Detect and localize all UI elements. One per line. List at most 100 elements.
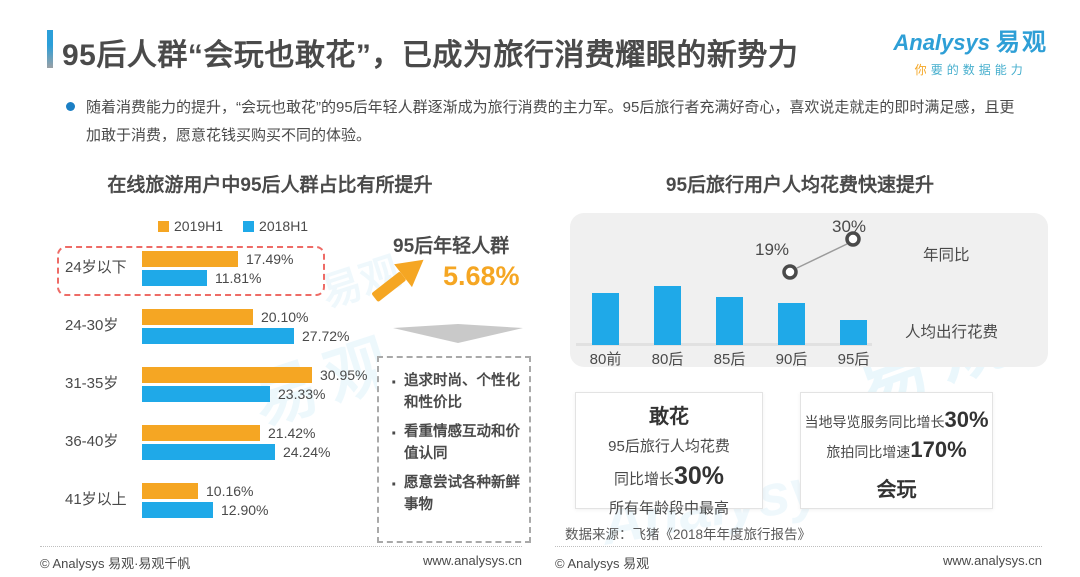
bar-group: 36-40岁 21.42% 24.24% [60, 419, 400, 463]
bar-value-label: 27.72% [302, 328, 350, 344]
legend-swatch-orange [158, 220, 169, 232]
bar-2018H1 [142, 444, 275, 460]
right-chart-title: 95后旅行用户人均花费快速提升 [665, 175, 935, 196]
yoy-point [845, 231, 861, 247]
brand-tagline: 你要的数据能力 [893, 61, 1048, 78]
bar-2019H1 [142, 483, 198, 499]
bar-value-label: 20.10% [261, 309, 309, 325]
title-accent-bar [47, 30, 53, 68]
stat-box-title: 会玩 [876, 479, 917, 501]
x-axis-label: 95后 [837, 351, 870, 368]
brand-logo: Analysys 易观 你要的数据能力 [893, 22, 1048, 78]
bar-80后 [654, 286, 681, 345]
stat-value: 30% [944, 407, 989, 432]
bar-series-label: 人均出行花费 [905, 324, 999, 341]
bar-value-label: 17.49% [246, 251, 294, 267]
footer-left: © Analysys 易观·易观千帆 www.analysys.cn [40, 546, 522, 576]
x-axis-label: 80后 [651, 351, 684, 368]
footer-copyright: © Analysys 易观·易观千帆 [40, 556, 191, 571]
x-axis-label: 80前 [589, 351, 622, 368]
legend-label: 2019H1 [174, 218, 224, 234]
bar-85后 [716, 297, 743, 345]
middle-group-label: 95后年轻人群 [393, 236, 510, 257]
bar-value-label: 12.90% [221, 502, 269, 518]
bar-category-label: 41岁以上 [65, 491, 127, 508]
footer-copyright: © Analysys 易观 [555, 556, 650, 571]
bar-95后 [840, 320, 867, 345]
bar-category-label: 24岁以下 [65, 259, 127, 276]
trait-item: 追求时尚、个性化和性价比 [387, 368, 521, 415]
stat-line: 95后旅行人均花费 [608, 438, 730, 455]
brand-logo-cn: 易观 [996, 29, 1048, 56]
legend-swatch-blue [243, 220, 255, 232]
middle-growth-value: 5.68% [443, 261, 520, 291]
trait-item: 看重情感互动和价值认同 [387, 419, 521, 466]
stat-box-ganhua: 敢花 95后旅行人均花费 同比增长30% 所有年龄段中最高 [575, 392, 763, 517]
bullet-dot-icon [66, 102, 75, 111]
stat-text: 旅拍同比增速 [826, 444, 911, 460]
bar-value-label: 10.16% [206, 483, 254, 499]
stat-box-title: 敢花 [649, 406, 689, 428]
stat-line: 当地导览服务同比增长30% [801, 407, 992, 433]
left-chart-legend: 2019H1 2018H1 [158, 218, 308, 234]
data-source: 数据来源：飞猪《2018年年度旅行报告》 [565, 527, 812, 542]
bar-line: 30.95% [142, 367, 367, 383]
down-chevron-icon [393, 324, 523, 343]
bar-90后 [778, 303, 805, 345]
bar-2018H1 [142, 270, 207, 286]
stat-line: 旅拍同比增速170% [801, 437, 992, 463]
bar-value-label: 23.33% [278, 386, 326, 402]
right-chart-panel: 19% 30% 年同比 人均出行花费 80前 80后 85后 90后 95后 [570, 213, 1048, 368]
bar-line: 21.42% [142, 425, 315, 441]
bar-category-label: 31-35岁 [65, 375, 119, 392]
bar-category-label: 36-40岁 [65, 433, 119, 450]
bar-line: 10.16% [142, 483, 253, 499]
bar-line: 11.81% [142, 270, 261, 286]
brand-tagline-first: 你 [914, 63, 931, 77]
stat-value: 170% [910, 437, 967, 462]
intro-text: 随着消费能力的提升，“会玩也敢花”的95后年轻人群逐渐成为旅行消费的主力军。95… [86, 99, 1015, 144]
page-title: 95后人群“会玩也敢花”，已成为旅行消费耀眼的新势力 [62, 39, 799, 72]
bar-line: 12.90% [142, 502, 268, 518]
bar-value-label: 21.42% [268, 425, 316, 441]
legend-label: 2018H1 [259, 218, 309, 234]
stat-line: 同比增长30% [576, 462, 762, 491]
stat-value: 30% [673, 462, 725, 490]
bar-2018H1 [142, 386, 270, 402]
bar-line: 17.49% [142, 251, 293, 267]
bar-line: 27.72% [142, 328, 349, 344]
bar-group: 24岁以下 17.49% 11.81% [60, 245, 400, 289]
bar-category-label: 24-30岁 [65, 317, 119, 334]
x-axis-label: 90后 [775, 351, 808, 368]
yoy-value-label: 19% [755, 240, 790, 259]
legend-item-2019h1: 2019H1 [158, 218, 223, 234]
highlight-dashed-box [57, 246, 325, 296]
bar-2018H1 [142, 328, 294, 344]
brand-tagline-rest: 要的数据能力 [930, 63, 1027, 77]
bar-group: 24-30岁 20.10% 27.72% [60, 303, 400, 347]
stat-line: 所有年龄段中最高 [608, 500, 729, 517]
bar-value-label: 24.24% [283, 444, 331, 460]
bar-2019H1 [142, 251, 238, 267]
yoy-value-label: 30% [832, 217, 867, 236]
bar-group: 31-35岁 30.95% 23.33% [60, 361, 400, 405]
bar-line: 23.33% [142, 386, 325, 402]
bar-2019H1 [142, 425, 260, 441]
bar-value-label: 11.81% [215, 270, 262, 286]
yoy-point [782, 264, 798, 280]
traits-box: 追求时尚、个性化和性价比 看重情感互动和价值认同 愿意尝试各种新鲜事物 [377, 356, 531, 543]
yoy-series-label: 年同比 [923, 247, 970, 264]
yoy-line [782, 231, 861, 280]
stat-box-huiwan: 当地导览服务同比增长30% 旅拍同比增速170% 会玩 [800, 392, 993, 509]
stat-text: 同比增长 [613, 471, 674, 488]
bar-value-label: 30.95% [320, 367, 368, 383]
footer-url[interactable]: www.analysys.cn [423, 553, 522, 568]
bar-80前 [592, 293, 619, 345]
stat-text: 当地导览服务同比增长 [804, 414, 945, 430]
brand-logo-en: Analysys [893, 30, 990, 55]
left-bar-chart: 24岁以下 17.49% 11.81% 24-30岁 20.10% 27.72% 31-35… [60, 245, 400, 541]
footer-url[interactable]: www.analysys.cn [943, 553, 1042, 568]
legend-item-2018h1: 2018H1 [243, 218, 308, 234]
bar-group: 41岁以上 10.16% 12.90% [60, 477, 400, 521]
